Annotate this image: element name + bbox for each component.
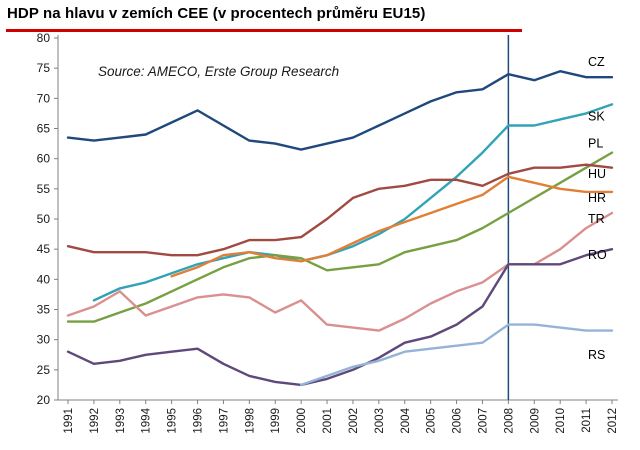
series-line-HU: [66, 163, 614, 257]
chart-title: HDP na hlavu v zemích CEE (v procentech …: [7, 5, 426, 22]
y-axis-tick-label: 70: [37, 91, 51, 105]
x-axis-tick-label: 2011: [581, 408, 593, 433]
x-axis-tick-label: 1995: [167, 408, 179, 434]
x-axis-tick-label: 2003: [374, 408, 386, 434]
y-axis-tick-label: 20: [37, 393, 51, 407]
y-axis-tick-label: 55: [37, 182, 51, 196]
x-axis-tick-label: 2007: [477, 408, 489, 434]
title-underline-bar: [6, 29, 522, 32]
series-label-PL: PL: [588, 137, 603, 151]
source-note: Source: AMECO, Erste Group Research: [98, 64, 340, 79]
x-axis-tick-label: 2006: [452, 408, 464, 434]
series-line-HR: [170, 175, 614, 278]
series-line-RO: [66, 248, 614, 387]
x-axis-tick-label: 2004: [400, 407, 412, 433]
y-axis-tick-label: 60: [37, 152, 51, 166]
y-axis-tick-label: 45: [37, 242, 51, 256]
series-label-HU: HU: [588, 167, 606, 181]
x-axis-tick-label: 1999: [270, 408, 282, 434]
x-axis-tick-label: 2009: [529, 408, 541, 434]
x-axis-tick-label: 2002: [348, 408, 360, 434]
x-axis-tick-label: 1993: [115, 408, 127, 434]
series-label-CZ: CZ: [588, 55, 605, 69]
y-axis-tick-label: 35: [37, 303, 51, 317]
series-label-HR: HR: [588, 191, 606, 205]
series-line-RS: [299, 323, 614, 387]
x-axis-tick-label: 2005: [426, 408, 438, 434]
x-axis-tick-label: 1992: [89, 408, 101, 434]
y-axis-tick-label: 30: [37, 333, 51, 347]
y-axis-tick-label: 25: [37, 363, 51, 377]
x-axis-tick-label: 1998: [244, 408, 256, 434]
series-label-RS: RS: [588, 348, 605, 362]
series-label-TR: TR: [588, 212, 605, 226]
x-axis-tick-label: 2008: [503, 408, 515, 434]
y-axis-tick-label: 80: [37, 31, 51, 45]
x-axis-tick-label: 2010: [555, 408, 567, 434]
x-axis-tick-label: 2001: [322, 408, 334, 434]
series-line-TR: [66, 211, 614, 332]
series-line-SK: [92, 103, 614, 302]
x-axis-tick-label: 1996: [193, 408, 205, 434]
x-axis-tick-label: 2000: [296, 408, 308, 434]
x-axis-tick-label: 1997: [218, 408, 230, 434]
series-label-RO: RO: [588, 248, 607, 262]
x-axis-tick-label: 1994: [141, 407, 153, 433]
x-axis-tick-label: 2012: [607, 408, 619, 434]
y-axis-tick-label: 75: [37, 61, 51, 75]
y-axis-tick-label: 40: [37, 272, 51, 286]
y-axis-tick-label: 65: [37, 122, 51, 136]
series-line-PL: [66, 151, 614, 323]
y-axis-tick-label: 50: [37, 212, 51, 226]
x-axis-tick-label: 1991: [63, 408, 75, 434]
series-label-SK: SK: [588, 109, 605, 123]
series-line-CZ: [66, 70, 614, 151]
